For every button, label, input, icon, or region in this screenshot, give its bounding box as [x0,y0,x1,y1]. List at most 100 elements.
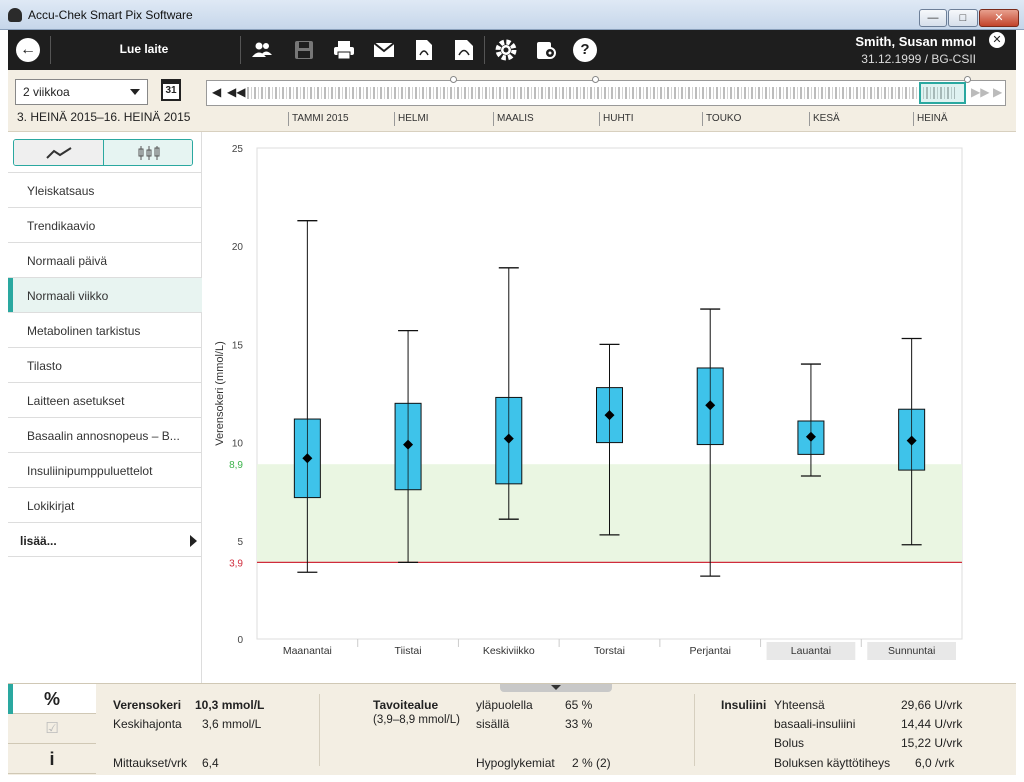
x-tick-label: Tiistai [395,645,422,657]
timeline-forward-icon: ▶▶ [971,85,990,99]
insulin-total-value: 29,66 U/vrk [901,698,963,712]
toolbar-separator [484,36,485,64]
divider [694,694,695,766]
line-view-button[interactable] [14,140,104,165]
calendar-icon[interactable]: 31 [161,79,181,101]
tab-checks: ☑ [8,714,96,744]
tests-label: Mittaukset/vrk [113,756,188,770]
sidebar-item-overview[interactable]: Yleiskatsaus [8,172,202,207]
timeline-marker-icon [964,76,971,83]
app-logo-icon [8,8,22,22]
mean-marker [705,400,716,411]
sidebar-item-trend[interactable]: Trendikaavio [8,207,202,242]
basal-label: basaali-insuliini [774,717,856,731]
x-tick-label: Perjantai [689,645,730,657]
period-dropdown[interactable]: 2 viikkoa [15,79,148,105]
bolus-value: 15,22 U/vrk [901,736,963,750]
print-icon[interactable] [332,38,356,62]
main-toolbar: ← Lue laite ? Smith, Susan mmol 31.12.19… [8,30,1016,70]
weekend-label-bg [867,642,956,660]
sidebar-item-standard-day[interactable]: Normaali päivä [8,242,202,277]
settings-icon[interactable] [494,38,518,62]
sidebar-item-basal-rate[interactable]: Basaalin annosnopeus – B... [8,417,202,452]
x-tick-label: Maanantai [283,645,332,657]
sidebar-item-device-settings[interactable]: Laitteen asetukset [8,382,202,417]
chevron-right-icon [190,535,197,547]
sidebar-item-standard-week[interactable]: Normaali viikko [8,277,202,313]
timeline-selection-handle[interactable] [919,82,966,104]
bolus-label: Bolus [774,736,805,750]
target-low-label: 3,9 [229,558,243,569]
sidebar-more-label: lisää... [20,534,57,548]
timeline-next-icon: ▶ [993,85,1003,99]
y-tick-label: 5 [237,537,243,548]
boxplot-view-button[interactable] [104,140,192,165]
window-title: Accu-Chek Smart Pix Software [28,8,193,22]
panel-collapse-handle[interactable] [500,684,612,692]
patient-info: Smith, Susan mmol 31.12.1999 / BG-CSII [855,34,976,66]
y-tick-label: 0 [237,635,243,646]
users-icon[interactable] [250,38,274,62]
sidebar-item-metabolic[interactable]: Metabolinen tarkistus [8,312,202,347]
pdf-icon[interactable] [412,38,436,62]
sd-label: Keskihajonta [113,717,182,731]
timeline-month-label: HELMI [394,112,429,126]
mean-marker [906,435,917,446]
sidebar-item-pump-lists[interactable]: Insuliinipumppuluettelot [8,452,202,487]
help-icon[interactable]: ? [573,38,597,62]
timeline-month-label: HEINÄ [913,112,948,126]
maximize-button[interactable]: □ [948,9,978,27]
tab-info[interactable]: i [8,744,96,774]
minimize-button[interactable]: — [919,9,947,27]
bolus-usage-value: 6,0 /vrk [915,756,955,770]
toolbar-separator [50,36,51,64]
summary-panel: % ☑ i Verensokeri 10,3 mmol/L Keskihajon… [8,683,1016,775]
mean-marker [503,433,514,444]
read-device-button[interactable]: Lue laite [119,42,169,56]
target-high-label: 8,9 [229,460,243,471]
sd-value: 3,6 mmol/L [202,717,262,731]
timeline-month-label: KESÄ [809,112,840,126]
y-tick-label: 25 [232,144,244,155]
target-range: (3,9–8,9 mmol/L) [373,714,460,726]
timeline-rewind-icon[interactable]: ◀◀ [227,85,246,99]
timeline-marker-icon [450,76,457,83]
timeline-data-density [247,87,955,99]
close-window-button[interactable]: ✕ [979,9,1019,27]
patient-name: Smith, Susan mmol [855,34,976,49]
x-tick-label: Keskiviikko [483,645,535,657]
period-dropdown-value: 2 viikkoa [23,85,70,99]
divider [319,694,320,766]
tab-percentages[interactable]: % [8,684,96,714]
sidebar-more-button[interactable]: lisää... [8,522,202,557]
target-label: Tavoitealue [373,698,439,712]
sidebar-item-logbook[interactable]: Lokikirjat [8,487,202,522]
timeline-prev-icon[interactable]: ◀ [212,85,222,99]
mean-marker [403,439,414,450]
x-tick-label: Torstai [594,645,625,657]
sidebar-item-statistics[interactable]: Tilasto [8,347,202,382]
report-nav-list: Yleiskatsaus Trendikaavio Normaali päivä… [8,172,202,557]
weekend-label-bg [766,642,856,660]
within-label: sisällä [476,717,510,731]
window-titlebar: Accu-Chek Smart Pix Software — □ ✕ [0,0,1024,30]
timeline-month-label: TAMMI 2015 [288,112,349,126]
view-toggle [13,139,193,166]
close-patient-icon[interactable]: ✕ [989,32,1005,48]
timeline-slider[interactable]: ◀ ◀◀ ▶▶ ▶ [206,76,1006,106]
save-icon[interactable] [292,38,316,62]
above-value: 65 % [565,698,593,712]
toolbar-separator [240,36,241,64]
pdf-export-icon[interactable] [452,38,476,62]
back-button[interactable]: ← [16,38,40,62]
insulin-label: Insuliini [721,698,767,712]
y-axis-label: Verensokeri (mmol/L) [214,341,226,446]
bg-value: 10,3 mmol/L [195,698,265,712]
device-settings-icon[interactable] [534,38,558,62]
period-bar: 2 viikkoa 31 3. HEINÄ 2015–16. HEINÄ 201… [8,70,1016,132]
y-tick-label: 15 [232,340,244,351]
insulin-total-label: Yhteensä [774,698,825,712]
mail-icon[interactable] [372,38,396,62]
mean-marker [805,431,816,442]
tests-value: 6,4 [202,756,219,770]
